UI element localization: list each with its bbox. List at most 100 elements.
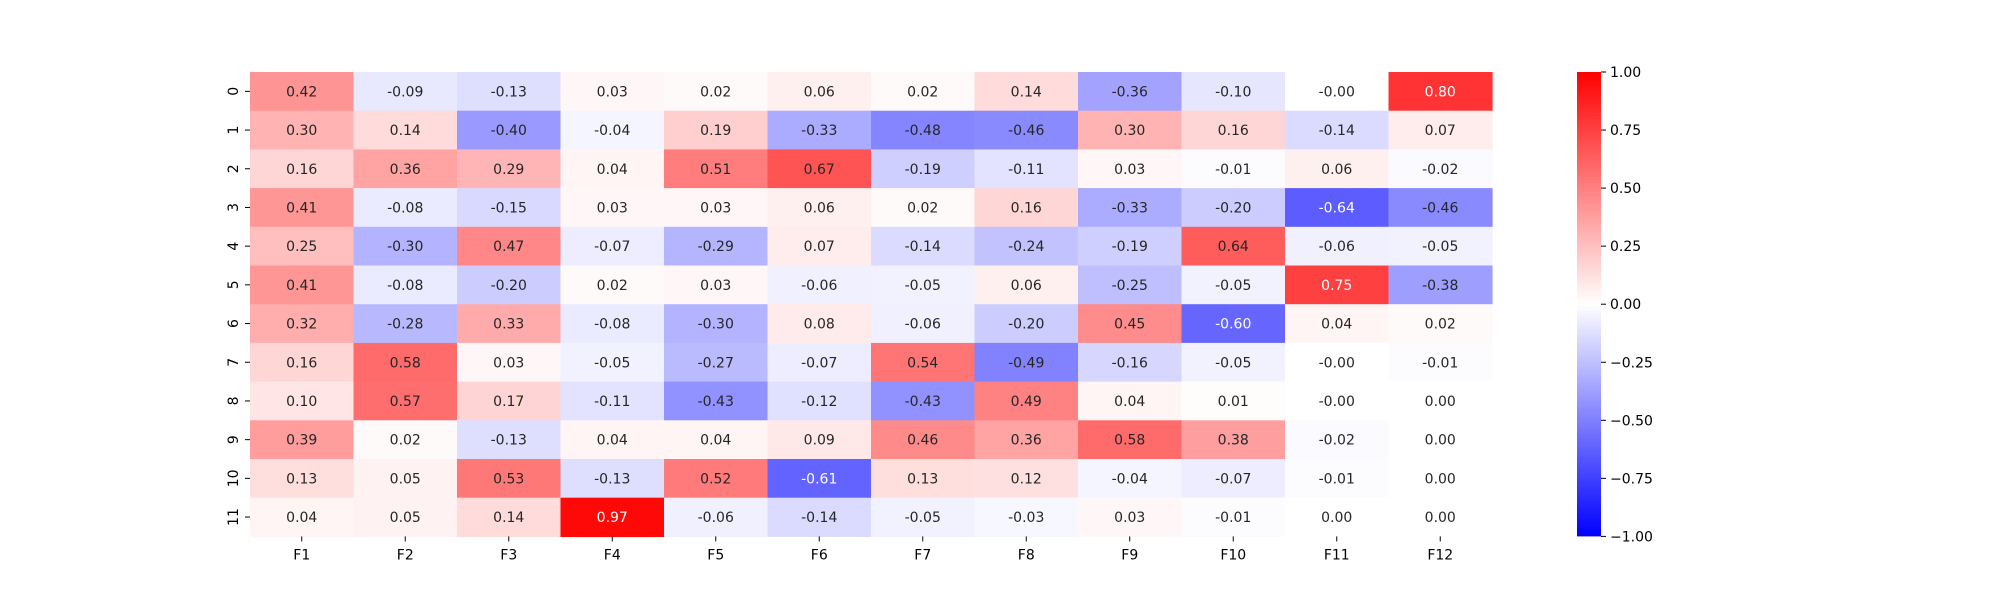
heatmap-cell <box>767 497 872 537</box>
heatmap-cell <box>1285 304 1390 344</box>
cell-value-label: -0.04 <box>594 123 630 139</box>
cell-value-label: -0.01 <box>1422 355 1458 371</box>
heatmap-cell <box>767 381 872 421</box>
cell-value-label: 0.12 <box>1011 471 1042 487</box>
heatmap-cell <box>1181 188 1286 228</box>
cell-value-label: -0.08 <box>387 278 423 294</box>
heatmap-cell <box>664 265 769 305</box>
heatmap-cell <box>457 149 562 189</box>
heatmap-cell <box>1078 188 1183 228</box>
heatmap-cell <box>871 381 976 421</box>
colorbar-tick-label: −0.50 <box>1610 413 1653 429</box>
heatmap-cell <box>457 226 562 267</box>
cell-value-label: -0.14 <box>905 239 941 255</box>
heatmap-cell <box>1388 265 1493 305</box>
heatmap-cell <box>1285 342 1390 383</box>
heatmap-cell <box>871 497 976 537</box>
x-tick-label: F2 <box>397 547 414 563</box>
x-tick-label: F8 <box>1018 547 1035 563</box>
cell-value-label: -0.05 <box>1215 355 1251 371</box>
heatmap-cell <box>1078 420 1183 460</box>
heatmap-cell <box>250 420 355 460</box>
heatmap-cell <box>457 265 562 305</box>
y-axis: 0 1 2 3 4 5 6 7 8 9 10 11 <box>226 87 250 526</box>
cell-value-label: -0.13 <box>491 84 527 100</box>
cell-value-label: 0.02 <box>907 84 938 100</box>
heatmap-cell <box>353 420 458 460</box>
y-tick-label: 4 <box>226 242 242 251</box>
heatmap-cell <box>1078 304 1183 344</box>
heatmap-cell <box>1388 72 1493 112</box>
heatmap-cell <box>250 381 355 421</box>
heatmap-cells: 0.42 -0.09 -0.13 0.03 0.02 0.06 0.02 0.14 -0.36 -… <box>250 72 1493 537</box>
cell-value-label: -0.07 <box>801 355 837 371</box>
heatmap-cell <box>664 149 769 189</box>
cell-value-label: 0.02 <box>390 433 421 449</box>
cell-value-label: 0.46 <box>907 433 938 449</box>
cell-value-label: -0.40 <box>491 123 527 139</box>
heatmap-cell <box>767 72 872 112</box>
cell-value-label: -0.06 <box>801 278 837 294</box>
colorbar-tick-label: 0.00 <box>1610 297 1641 313</box>
heatmap-cell <box>871 188 976 228</box>
cell-value-label: 0.25 <box>286 239 317 255</box>
heatmap-cell <box>1181 72 1286 112</box>
cell-value-label: 0.54 <box>907 355 938 371</box>
cell-value-label: 0.38 <box>1218 433 1249 449</box>
heatmap-cell <box>974 381 1079 421</box>
cell-value-label: -0.04 <box>1112 471 1148 487</box>
heatmap-cell <box>664 381 769 421</box>
cell-value-label: -0.05 <box>1422 239 1458 255</box>
cell-value-label: 0.29 <box>493 162 524 178</box>
cell-value-label: -0.27 <box>698 355 734 371</box>
cell-value-label: 0.09 <box>804 433 835 449</box>
cell-value-label: 0.16 <box>1218 123 1249 139</box>
heatmap-cell <box>974 265 1079 305</box>
cell-value-label: 0.30 <box>1114 123 1145 139</box>
cell-value-label: 0.47 <box>493 239 524 255</box>
cell-value-label: 0.41 <box>286 200 317 216</box>
cell-value-label: -0.07 <box>1215 471 1251 487</box>
heatmap-cell <box>457 72 562 112</box>
heatmap-cell <box>353 342 458 383</box>
cell-value-label: 0.30 <box>286 123 317 139</box>
heatmap-cell <box>664 304 769 344</box>
cell-value-label: 0.07 <box>804 239 835 255</box>
heatmap-cell <box>664 72 769 112</box>
cell-value-label: 0.03 <box>597 200 628 216</box>
cell-value-label: -0.00 <box>1319 355 1355 371</box>
cell-value-label: 0.00 <box>1321 510 1352 526</box>
cell-value-label: -0.02 <box>1422 162 1458 178</box>
cell-value-label: 0.04 <box>700 433 731 449</box>
y-tick-label: 0 <box>226 87 242 96</box>
y-tick-label: 3 <box>226 203 242 212</box>
x-tick-label: F7 <box>914 547 931 563</box>
heatmap-cell <box>1285 188 1390 228</box>
heatmap-cell <box>457 110 562 150</box>
heatmap-cell <box>250 149 355 189</box>
heatmap-cell <box>1181 226 1286 267</box>
cell-value-label: 0.06 <box>804 84 835 100</box>
heatmap-cell <box>560 342 665 383</box>
heatmap-cell <box>1388 149 1493 189</box>
cell-value-label: 0.03 <box>493 355 524 371</box>
cell-value-label: 0.49 <box>1011 394 1042 410</box>
heatmap-cell <box>1388 420 1493 460</box>
cell-value-label: 0.00 <box>1425 433 1456 449</box>
cell-value-label: -0.30 <box>698 317 734 333</box>
cell-value-label: 0.16 <box>286 355 317 371</box>
cell-value-label: -0.09 <box>387 84 423 100</box>
cell-value-label: -0.00 <box>1319 394 1355 410</box>
colorbar-tick-label: −0.25 <box>1610 355 1653 371</box>
heatmap-cell <box>560 265 665 305</box>
cell-value-label: 0.41 <box>286 278 317 294</box>
x-tick-label: F1 <box>293 547 310 563</box>
colorbar-gradient <box>1577 72 1601 537</box>
cell-value-label: 0.14 <box>493 510 524 526</box>
heatmap-cell <box>767 304 872 344</box>
heatmap-cell <box>664 188 769 228</box>
cell-value-label: 0.06 <box>1011 278 1042 294</box>
cell-value-label: 0.64 <box>1218 239 1249 255</box>
cell-value-label: -0.00 <box>1319 84 1355 100</box>
cell-value-label: -0.14 <box>1319 123 1355 139</box>
